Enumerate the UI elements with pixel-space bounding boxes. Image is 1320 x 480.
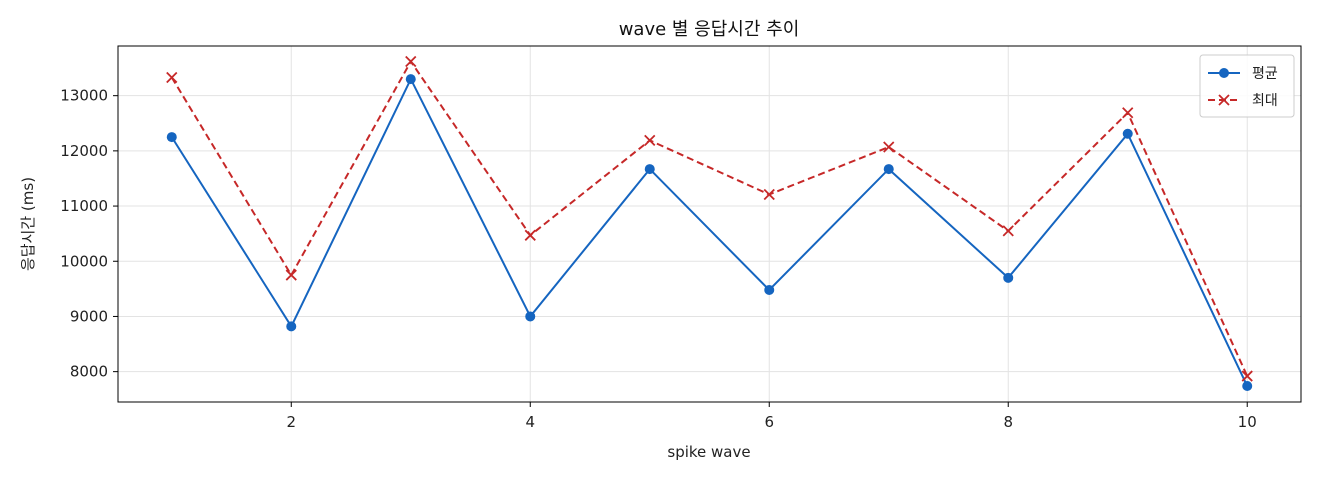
legend-label: 평균 bbox=[1252, 66, 1278, 82]
series-layer bbox=[166, 55, 1253, 391]
series-평균 bbox=[166, 74, 1253, 391]
legend-entry: 최대 bbox=[1208, 93, 1278, 109]
x-tick-label: 6 bbox=[764, 413, 774, 431]
x-tick-label: 2 bbox=[286, 413, 296, 431]
data-point bbox=[405, 74, 416, 85]
x-axis: 2 4 6 8 10 bbox=[286, 402, 1257, 431]
data-point bbox=[883, 141, 895, 153]
y-tick-label: 9000 bbox=[70, 307, 108, 325]
data-point bbox=[1218, 94, 1230, 106]
plot-frame bbox=[117, 45, 1302, 403]
data-point bbox=[525, 311, 536, 322]
data-point bbox=[524, 229, 536, 241]
data-point bbox=[285, 269, 297, 281]
data-point bbox=[286, 321, 297, 332]
y-tick-label: 10000 bbox=[60, 252, 108, 270]
chart-title: wave 별 응답시간 추이 bbox=[619, 19, 800, 40]
y-axis-title: 응답시간 (ms) bbox=[19, 177, 37, 271]
legend-label: 최대 bbox=[1252, 93, 1278, 109]
series-line bbox=[170, 76, 1249, 387]
data-point bbox=[1003, 272, 1014, 283]
data-point bbox=[1122, 107, 1134, 119]
data-point bbox=[405, 55, 417, 68]
series-최대 bbox=[166, 55, 1253, 382]
data-point bbox=[1241, 370, 1253, 382]
data-point bbox=[644, 134, 656, 147]
data-point bbox=[1122, 128, 1133, 139]
data-point bbox=[1219, 68, 1229, 78]
x-axis-title: spike wave bbox=[667, 443, 750, 461]
grid bbox=[118, 46, 1301, 402]
legend-entry: 평균 bbox=[1208, 66, 1278, 82]
x-tick-label: 8 bbox=[1003, 413, 1013, 431]
series-line bbox=[170, 59, 1249, 377]
y-tick-label: 13000 bbox=[60, 87, 108, 105]
data-point bbox=[644, 164, 655, 175]
y-tick-label: 11000 bbox=[60, 197, 108, 215]
data-point bbox=[166, 71, 178, 84]
data-point bbox=[883, 164, 894, 175]
y-tick-label: 8000 bbox=[70, 363, 108, 381]
data-point bbox=[166, 132, 177, 143]
data-point bbox=[1002, 225, 1014, 237]
legend-box bbox=[1199, 54, 1295, 118]
data-point bbox=[1242, 380, 1253, 391]
y-tick-label: 12000 bbox=[60, 142, 108, 160]
data-point bbox=[763, 188, 775, 201]
x-tick-label: 10 bbox=[1238, 413, 1257, 431]
x-tick-label: 4 bbox=[525, 413, 535, 431]
y-axis: 8000 9000 10000 11000 12000 13000 bbox=[60, 87, 118, 381]
data-point bbox=[764, 284, 775, 295]
